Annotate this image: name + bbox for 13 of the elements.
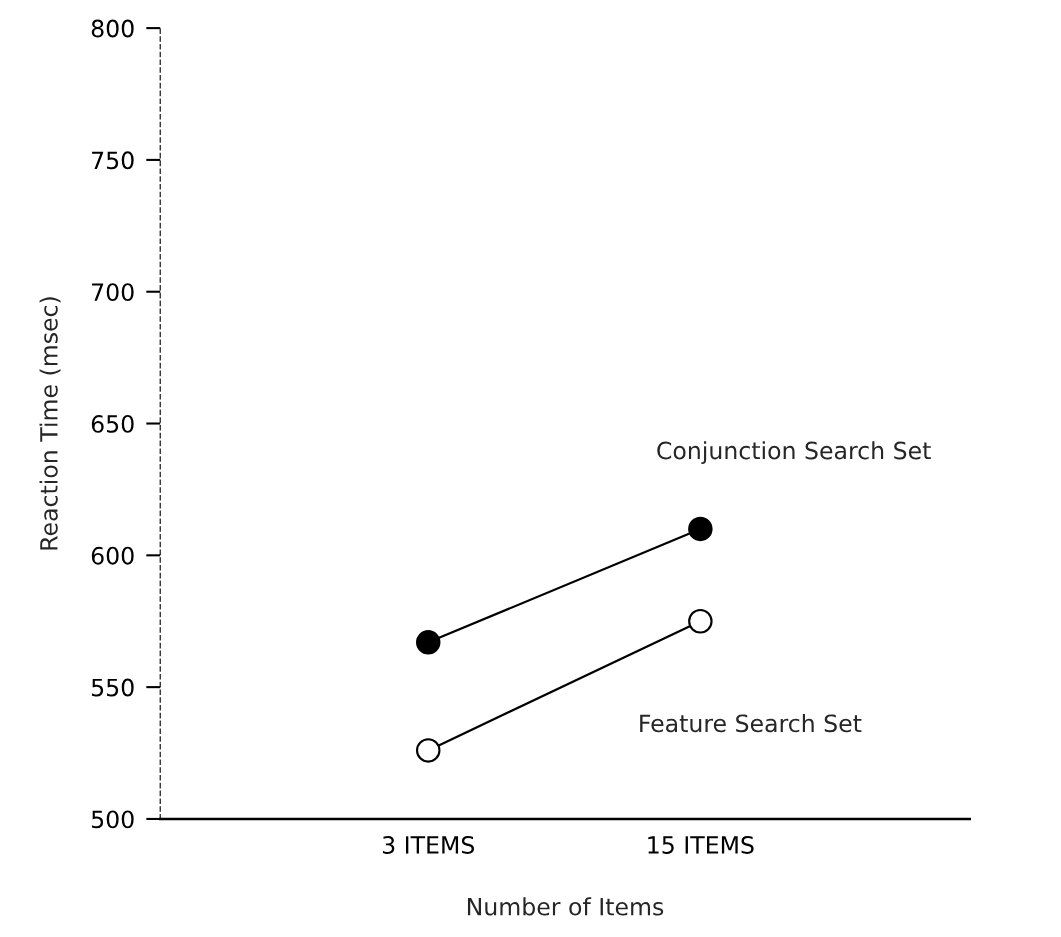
y-tick-label: 800 [91,19,134,38]
y-tick-label: 500 [91,810,134,829]
x-tick-label: 3 ITEMS [382,836,475,854]
y-tick-label: 550 [91,678,134,697]
x-axis-title: Number of Items [467,897,664,916]
text: Conjunction Search Set [657,441,931,464]
x-tick-label: 15 ITEMS [648,836,754,854]
y-tick-label: 750 [92,151,134,170]
y-tick-label: 650 [91,414,134,433]
y-tick-label: 600 [91,546,134,565]
y-axis-title: Reaction Time (msec) [39,297,61,550]
text: Feature Search Set [640,713,862,733]
y-tick-label: 700 [92,283,134,302]
